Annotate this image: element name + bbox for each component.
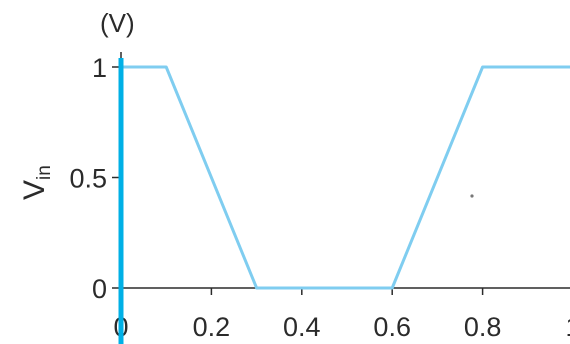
y-tick-group: 00.51 (69, 53, 121, 304)
unit-label: (V) (100, 8, 135, 38)
x-tick-label: 1 (565, 312, 570, 342)
y-axis-label: Vin (18, 165, 55, 200)
x-tick-label: 0.4 (283, 312, 321, 342)
x-tick-label: 0.8 (464, 312, 502, 342)
y-tick-label: 0.5 (69, 164, 107, 194)
x-tick-label: 0.6 (373, 312, 411, 342)
y-tick-label: 1 (92, 53, 107, 83)
y-axis-label-sub: in (34, 165, 55, 180)
stray-mark (470, 194, 474, 198)
x-tick-label: 0.2 (193, 312, 231, 342)
y-tick-label: 0 (92, 274, 107, 304)
series-line (121, 65, 570, 290)
x-tick-group: 00.20.40.60.81 (113, 288, 570, 342)
y-axis-label-main: V (18, 180, 51, 200)
